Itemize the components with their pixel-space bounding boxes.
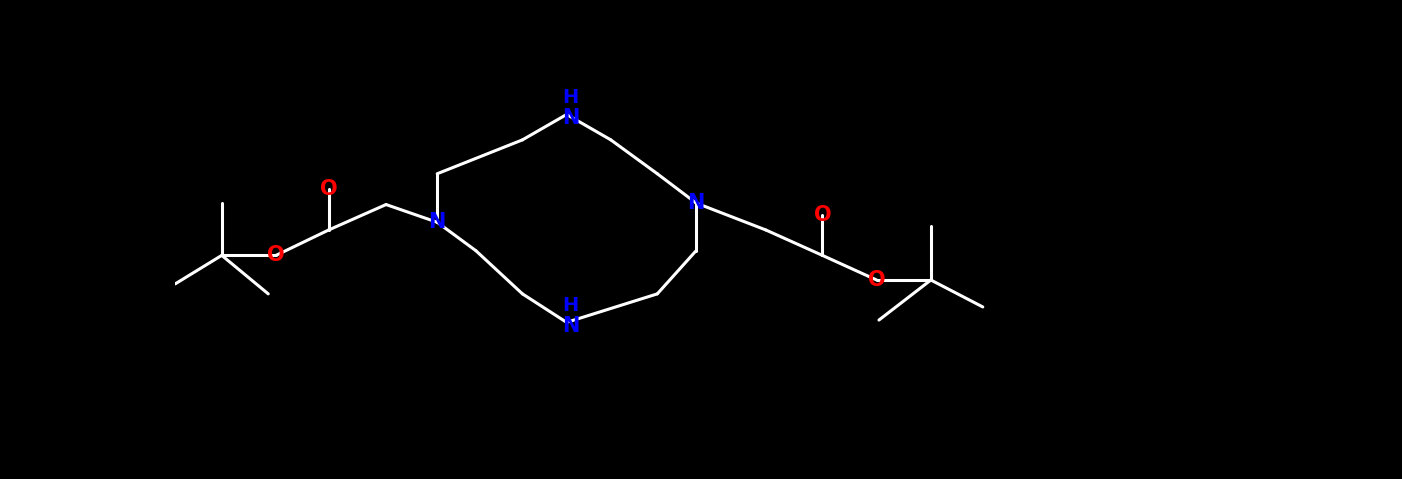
Text: O: O	[813, 205, 831, 225]
Text: O: O	[320, 179, 338, 199]
Text: N: N	[687, 193, 705, 213]
Text: H: H	[562, 88, 579, 107]
Text: H: H	[562, 296, 579, 315]
Text: N: N	[429, 212, 446, 232]
Text: O: O	[868, 270, 886, 290]
Text: N: N	[562, 316, 579, 336]
Text: O: O	[268, 245, 285, 265]
Text: N: N	[562, 108, 579, 128]
